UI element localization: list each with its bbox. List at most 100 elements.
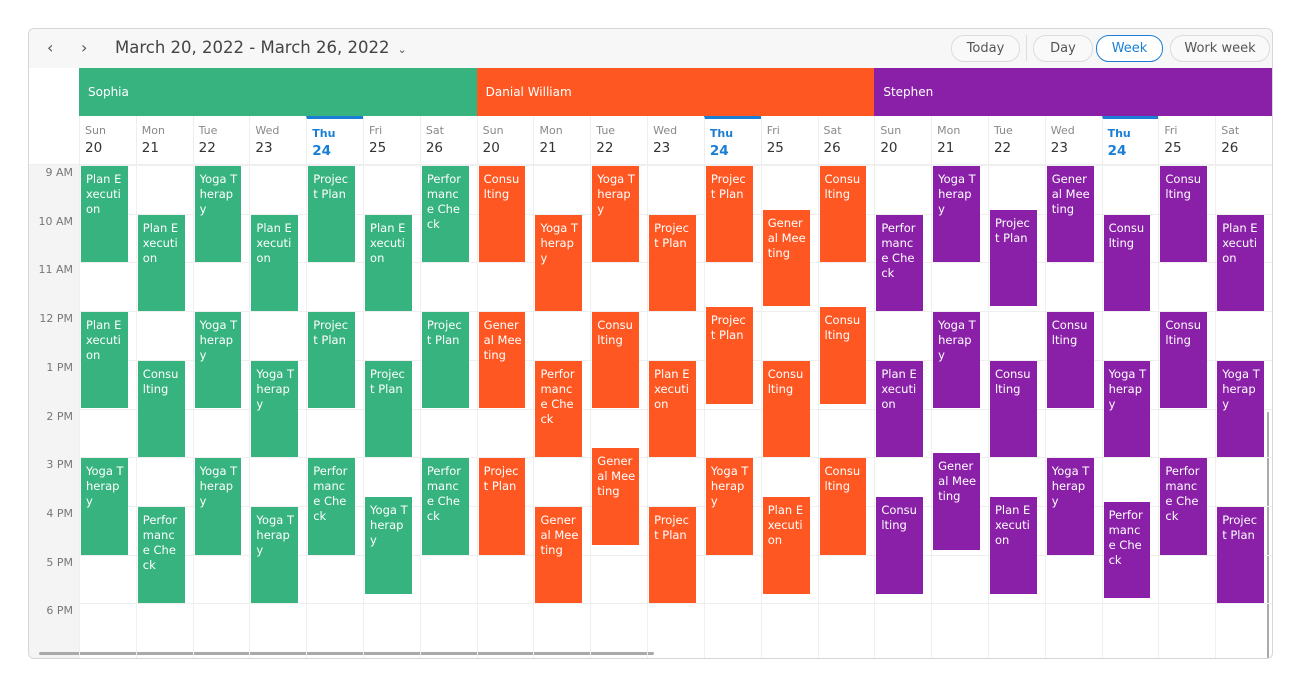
appointment[interactable]: Yoga Therapy <box>933 312 980 409</box>
appointment[interactable]: Plan Execution <box>81 166 128 263</box>
day-header[interactable]: Thu 24 <box>703 116 761 164</box>
appointment[interactable]: Yoga Therapy <box>194 166 242 263</box>
today-button[interactable]: Today <box>951 35 1020 62</box>
resource-header-sophia[interactable]: Sophia <box>79 68 477 116</box>
appointment[interactable]: Project Plan <box>478 458 526 555</box>
appointment[interactable]: Performance Check <box>421 458 469 555</box>
week-view-button[interactable]: Week <box>1096 35 1163 62</box>
appointment[interactable]: Consulting <box>1046 312 1094 409</box>
appointment[interactable]: Consulting <box>1160 312 1208 409</box>
day-view-button[interactable]: Day <box>1033 35 1093 62</box>
day-header[interactable]: Sun 20 <box>874 116 931 164</box>
appointment[interactable]: Consulting <box>1103 214 1151 312</box>
appointment[interactable]: Yoga Therapy <box>1046 458 1094 555</box>
appointment[interactable]: Consulting <box>819 307 867 404</box>
day-header[interactable]: Sat 26 <box>419 116 477 164</box>
appointment[interactable]: General Meeting <box>1046 166 1094 263</box>
resource-header-stephen[interactable]: Stephen <box>874 68 1272 116</box>
appointment[interactable]: Project Plan <box>705 166 753 263</box>
appointment[interactable]: Yoga Therapy <box>535 214 583 312</box>
appointment[interactable]: General Meeting <box>933 453 980 550</box>
day-header[interactable]: Fri 25 <box>1158 116 1215 164</box>
appointment[interactable]: Project Plan <box>421 312 469 409</box>
appointment[interactable]: Yoga Therapy <box>592 166 640 263</box>
appointment[interactable]: Plan Execution <box>365 214 412 312</box>
chevron-right-icon[interactable]: › <box>81 38 88 57</box>
time-grid[interactable]: 9 AM 10 AM 11 AM 12 PM 1 PM 2 PM 3 PM 4 PM 5 PM 6… <box>29 164 1272 658</box>
appointment[interactable]: General Meeting <box>535 506 583 604</box>
appointment[interactable]: General Meeting <box>478 312 526 409</box>
day-header[interactable]: Thu 24 <box>1101 116 1159 164</box>
chevron-left-icon[interactable]: ‹ <box>47 38 54 57</box>
appointment[interactable]: Consulting <box>876 497 924 594</box>
appointment[interactable]: Project Plan <box>705 307 753 404</box>
appointment[interactable]: Consulting <box>989 360 1037 458</box>
appointment[interactable]: Yoga Therapy <box>1103 360 1151 458</box>
appointment[interactable]: Project Plan <box>649 214 696 312</box>
vertical-scrollbar[interactable] <box>1267 412 1269 658</box>
appointment[interactable]: Yoga Therapy <box>705 458 753 555</box>
appointment[interactable]: Performance Check <box>308 458 356 555</box>
appointment[interactable]: Yoga Therapy <box>81 458 128 555</box>
day-header[interactable]: Sat 26 <box>1215 116 1272 164</box>
appointment[interactable]: Yoga Therapy <box>251 360 299 458</box>
appointment[interactable]: Plan Execution <box>876 360 924 458</box>
appointment[interactable]: Yoga Therapy <box>365 497 412 594</box>
appointment[interactable]: Performance Check <box>876 214 924 312</box>
appointment[interactable]: Performance Check <box>1103 502 1151 599</box>
appointment[interactable]: Yoga Therapy <box>194 458 242 555</box>
day-header[interactable]: Sat 26 <box>817 116 875 164</box>
appointment[interactable]: Performance Check <box>1160 458 1208 555</box>
toolbar-divider <box>1026 35 1027 61</box>
appointment[interactable]: Project Plan <box>308 312 356 409</box>
appointment[interactable]: Project Plan <box>649 506 696 604</box>
appointment[interactable]: Performance Check <box>535 360 583 458</box>
appointment[interactable]: Consulting <box>137 360 185 458</box>
appointment[interactable]: Consulting <box>478 166 526 263</box>
appointment[interactable]: Plan Execution <box>989 497 1037 594</box>
appointment[interactable]: Consulting <box>819 458 867 555</box>
day-header[interactable]: Wed 23 <box>249 116 306 164</box>
day-header[interactable]: Wed 23 <box>1044 116 1102 164</box>
appointment[interactable]: General Meeting <box>592 448 640 545</box>
date-range-picker[interactable]: March 20, 2022 - March 26, 2022 ⌄ <box>115 38 407 57</box>
appointment[interactable]: Plan Execution <box>251 214 299 312</box>
appointment[interactable]: Plan Execution <box>81 312 128 409</box>
appointment[interactable]: Plan Execution <box>649 360 696 458</box>
appointment[interactable]: Consulting <box>592 312 640 409</box>
day-header[interactable]: Mon 21 <box>931 116 988 164</box>
day-header[interactable]: Tue 22 <box>590 116 647 164</box>
day-header[interactable]: Sun 20 <box>79 116 136 164</box>
appointment[interactable]: Performance Check <box>421 166 469 263</box>
appointment[interactable]: Yoga Therapy <box>194 312 242 409</box>
day-name: Sat <box>1221 124 1240 137</box>
day-header[interactable]: Tue 22 <box>192 116 250 164</box>
appointment[interactable]: Consulting <box>1160 166 1208 263</box>
day-number: 26 <box>823 140 841 156</box>
day-header[interactable]: Fri 25 <box>363 116 420 164</box>
appointment[interactable]: Performance Check <box>137 506 185 604</box>
appointment[interactable]: Yoga Therapy <box>1217 360 1264 458</box>
day-header[interactable]: Tue 22 <box>987 116 1045 164</box>
day-header[interactable]: Mon 21 <box>135 116 193 164</box>
horizontal-scrollbar[interactable] <box>39 652 654 655</box>
day-header[interactable]: Sun 20 <box>476 116 534 164</box>
appointment[interactable]: Project Plan <box>365 360 412 458</box>
resource-header-danial-william[interactable]: Danial William <box>476 68 875 116</box>
appointment[interactable]: Project Plan <box>989 209 1037 307</box>
day-header[interactable]: Fri 25 <box>760 116 818 164</box>
appointment[interactable]: Plan Execution <box>137 214 185 312</box>
appointment[interactable]: Plan Execution <box>762 497 810 594</box>
day-header[interactable]: Mon 21 <box>533 116 590 164</box>
appointment[interactable]: Project Plan <box>308 166 356 263</box>
appointment[interactable]: Plan Execution <box>1217 214 1264 312</box>
appointment[interactable]: Yoga Therapy <box>933 166 980 263</box>
appointment[interactable]: Project Plan <box>1217 506 1264 604</box>
day-header[interactable]: Wed 23 <box>647 116 704 164</box>
work-week-view-button[interactable]: Work week <box>1170 35 1270 62</box>
appointment[interactable]: Yoga Therapy <box>251 506 299 604</box>
appointment[interactable]: General Meeting <box>762 209 810 307</box>
appointment[interactable]: Consulting <box>762 360 810 458</box>
day-header[interactable]: Thu 24 <box>306 116 364 164</box>
appointment[interactable]: Consulting <box>819 166 867 263</box>
